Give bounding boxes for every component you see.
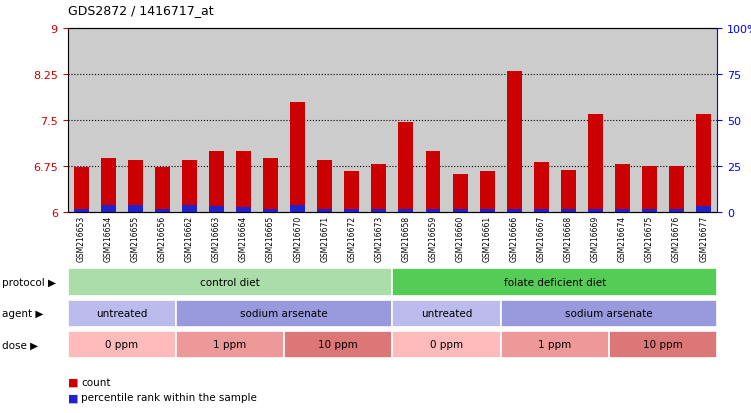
Bar: [588, 209, 603, 213]
Text: untreated: untreated: [96, 309, 147, 318]
Text: sodium arsenate: sodium arsenate: [240, 309, 328, 318]
Bar: [480, 172, 495, 213]
Bar: [588, 115, 603, 213]
Bar: [501, 331, 609, 358]
Bar: [480, 209, 495, 213]
Bar: [696, 206, 711, 213]
Bar: [68, 331, 176, 358]
Bar: [128, 205, 143, 213]
Bar: [290, 102, 305, 213]
Bar: [209, 206, 224, 213]
Bar: [696, 115, 711, 213]
Bar: [182, 161, 197, 213]
Bar: [399, 209, 413, 213]
Text: control diet: control diet: [200, 278, 260, 287]
Bar: [453, 175, 468, 213]
Bar: [74, 209, 89, 213]
Bar: [507, 209, 522, 213]
Text: 1 ppm: 1 ppm: [213, 339, 246, 349]
Bar: [561, 171, 576, 213]
Text: percentile rank within the sample: percentile rank within the sample: [81, 392, 257, 402]
Text: ■: ■: [68, 377, 78, 387]
Text: 0 ppm: 0 ppm: [105, 339, 138, 349]
Text: folate deficient diet: folate deficient diet: [504, 278, 606, 287]
Bar: [176, 331, 284, 358]
Bar: [669, 167, 684, 213]
Bar: [182, 205, 197, 213]
Bar: [642, 167, 657, 213]
Bar: [534, 162, 549, 213]
Bar: [317, 161, 332, 213]
Bar: [392, 300, 501, 327]
Bar: [101, 205, 116, 213]
Bar: [236, 152, 251, 213]
Text: agent ▶: agent ▶: [2, 309, 44, 318]
Bar: [74, 168, 89, 213]
Bar: [669, 209, 684, 213]
Text: sodium arsenate: sodium arsenate: [565, 309, 653, 318]
Bar: [176, 300, 392, 327]
Bar: [534, 209, 549, 213]
Bar: [392, 269, 717, 296]
Bar: [101, 159, 116, 213]
Bar: [426, 209, 440, 213]
Bar: [507, 72, 522, 213]
Bar: [128, 161, 143, 213]
Bar: [615, 209, 630, 213]
Bar: [392, 331, 501, 358]
Text: 10 ppm: 10 ppm: [643, 339, 683, 349]
Bar: [155, 168, 170, 213]
Bar: [372, 209, 386, 213]
Text: untreated: untreated: [421, 309, 472, 318]
Bar: [561, 209, 576, 213]
Bar: [68, 300, 176, 327]
Text: 1 ppm: 1 ppm: [538, 339, 572, 349]
Text: dose ▶: dose ▶: [2, 339, 38, 349]
Bar: [263, 209, 278, 213]
Text: count: count: [81, 377, 110, 387]
Bar: [372, 165, 386, 213]
Text: protocol ▶: protocol ▶: [2, 278, 56, 287]
Bar: [236, 208, 251, 213]
Text: 0 ppm: 0 ppm: [430, 339, 463, 349]
Text: ■: ■: [68, 392, 78, 402]
Bar: [68, 269, 392, 296]
Bar: [263, 159, 278, 213]
Bar: [155, 209, 170, 213]
Bar: [399, 123, 413, 213]
Bar: [453, 209, 468, 213]
Text: GDS2872 / 1416717_at: GDS2872 / 1416717_at: [68, 4, 213, 17]
Bar: [284, 331, 392, 358]
Text: 10 ppm: 10 ppm: [318, 339, 358, 349]
Bar: [345, 209, 359, 213]
Bar: [501, 300, 717, 327]
Bar: [426, 152, 440, 213]
Bar: [209, 152, 224, 213]
Bar: [317, 209, 332, 213]
Bar: [609, 331, 717, 358]
Bar: [615, 165, 630, 213]
Bar: [290, 205, 305, 213]
Bar: [642, 209, 657, 213]
Bar: [345, 172, 359, 213]
